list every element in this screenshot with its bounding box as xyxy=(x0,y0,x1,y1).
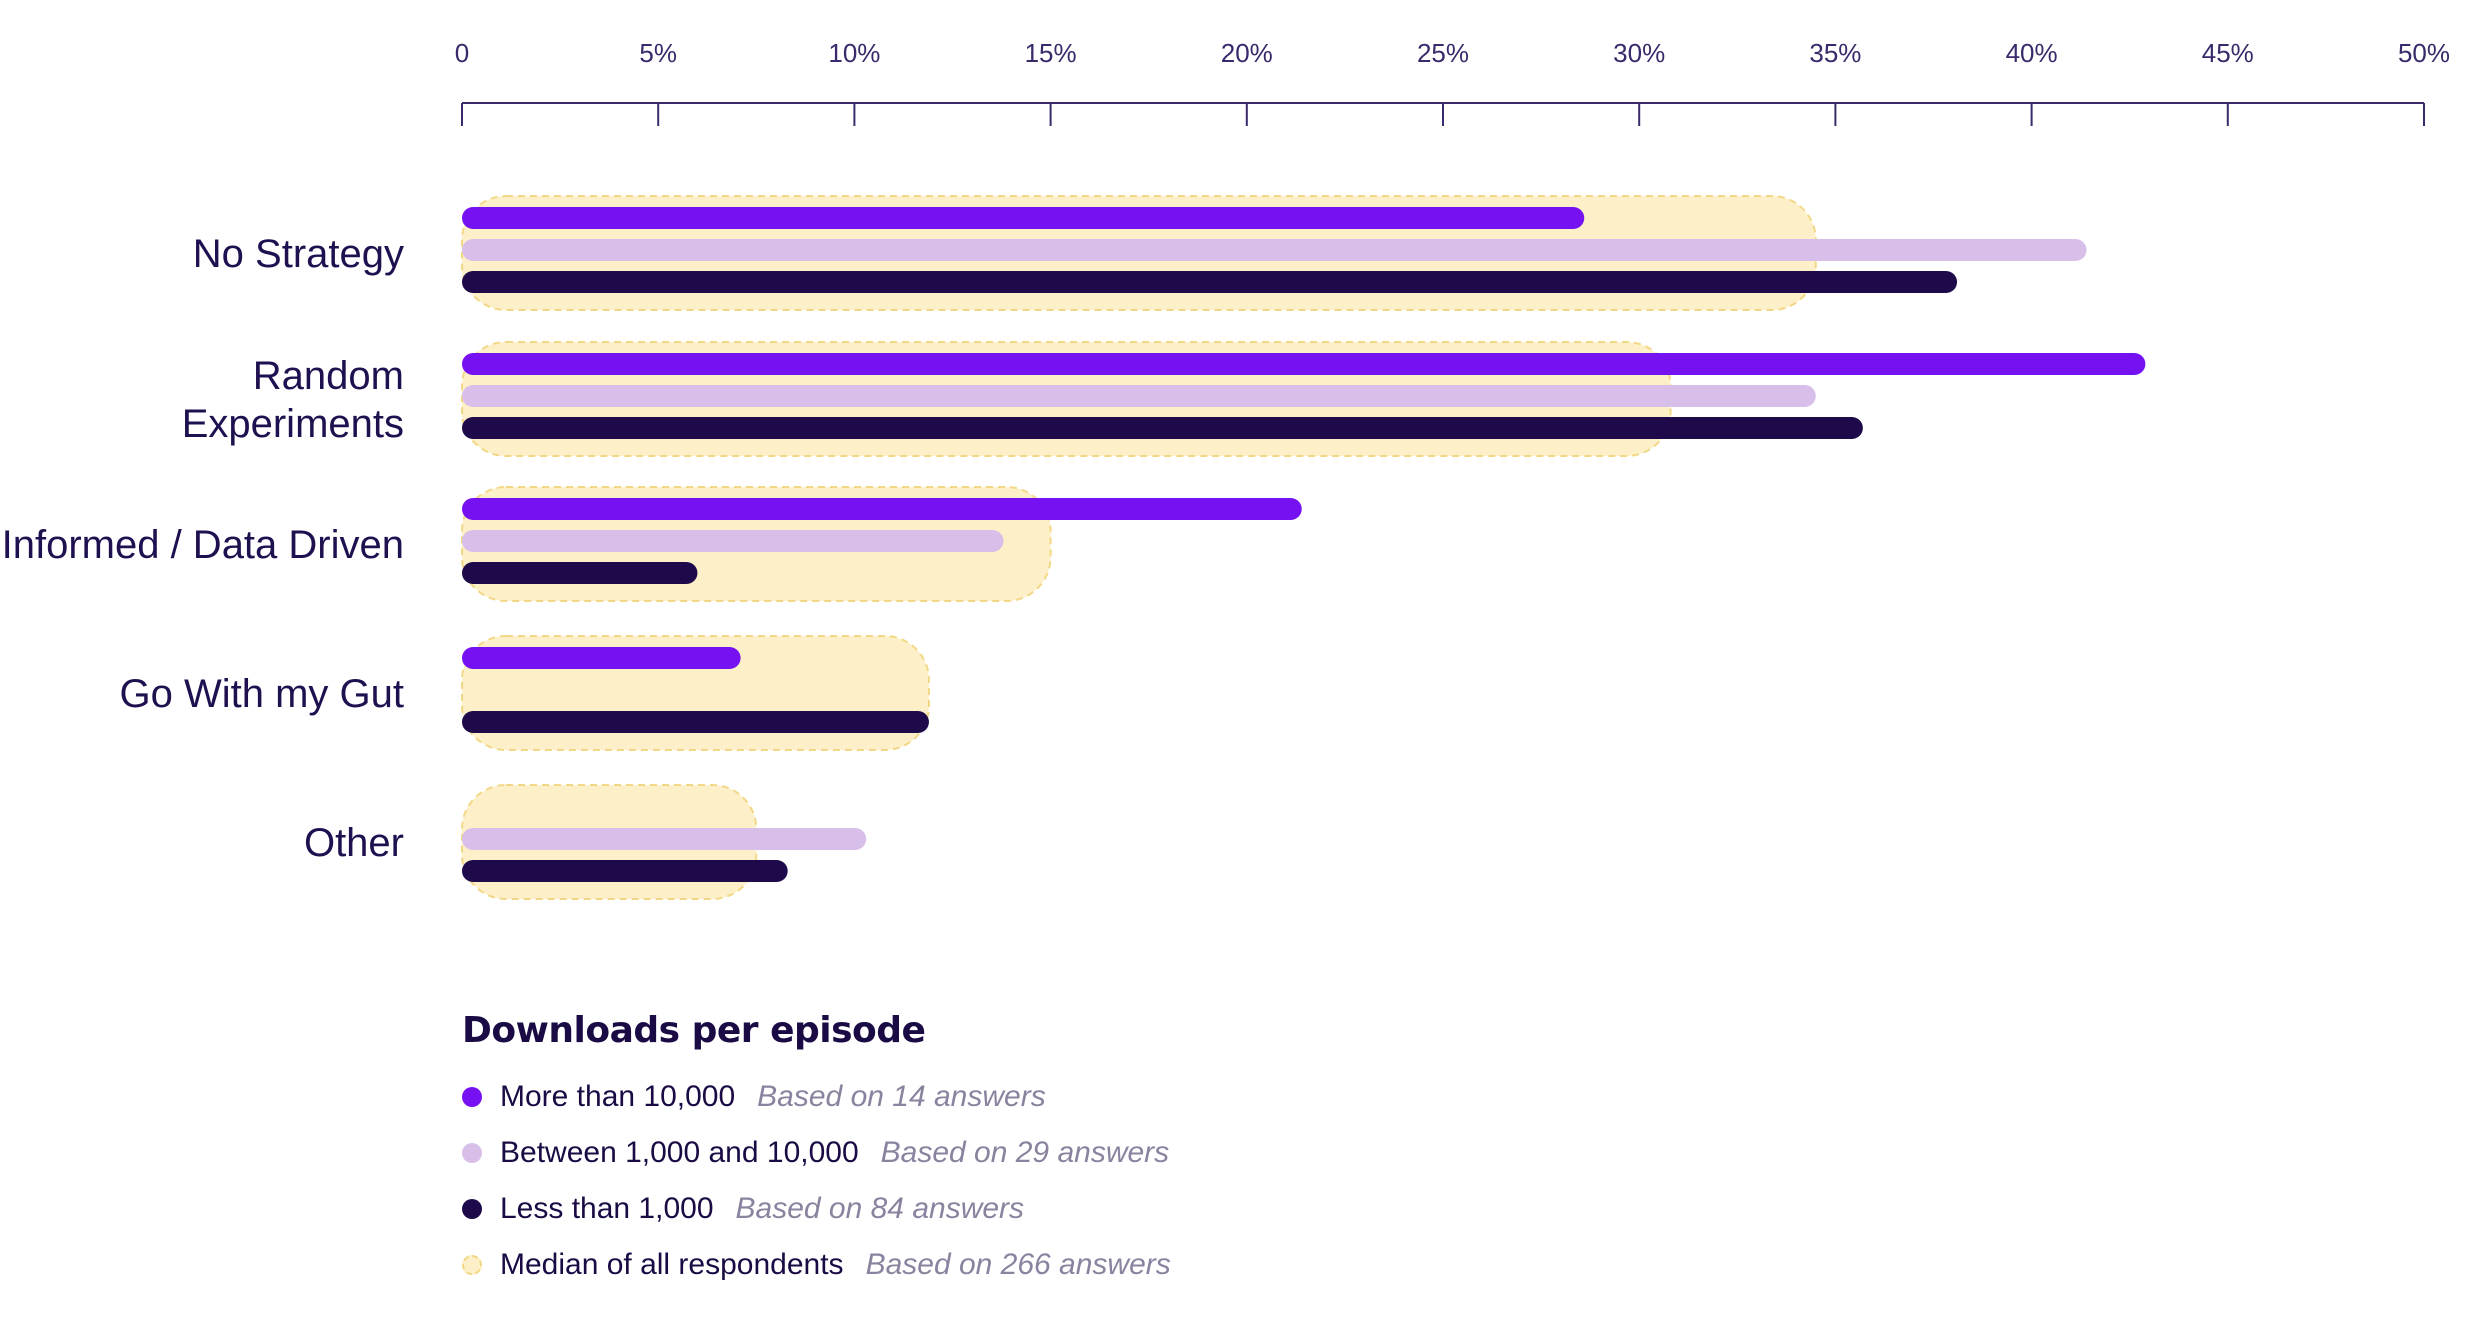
x-tick-label: 15% xyxy=(1025,38,1077,68)
legend-swatch xyxy=(462,1143,482,1163)
legend-note: Based on 29 answers xyxy=(880,1136,1170,1169)
legend-item-more-than-10000: More than 10,000 Based on 14 answers xyxy=(462,1069,1171,1125)
legend-item-between-1000-and-10000: Between 1,000 and 10,000 Based on 29 ans… xyxy=(462,1125,1171,1181)
bar xyxy=(462,530,1004,552)
legend-note: Based on 84 answers xyxy=(735,1192,1025,1225)
x-tick-label: 35% xyxy=(1809,38,1861,68)
legend-label: More than 10,000 xyxy=(500,1080,736,1113)
x-tick-label: 50% xyxy=(2398,38,2450,68)
category-label-line: No Strategy xyxy=(193,232,404,276)
x-tick-label: 0 xyxy=(455,38,469,68)
bar xyxy=(462,385,1816,407)
x-tick-label: 25% xyxy=(1417,38,1469,68)
bar xyxy=(462,860,788,882)
legend-swatch xyxy=(462,1255,482,1275)
category-label-line: Experiments xyxy=(182,402,404,446)
x-tick-label: 30% xyxy=(1613,38,1665,68)
legend-label: Median of all respondents xyxy=(500,1248,844,1281)
legend-label: Less than 1,000 xyxy=(500,1192,714,1225)
legend-swatch xyxy=(462,1199,482,1219)
bar xyxy=(462,239,2087,261)
bar xyxy=(462,271,1958,293)
category-label: Other xyxy=(304,821,404,865)
legend-label: Between 1,000 and 10,000 xyxy=(500,1136,859,1169)
bar xyxy=(462,828,867,850)
bar xyxy=(462,417,1863,439)
bar xyxy=(462,353,2146,375)
category-label-line: Random xyxy=(253,354,404,398)
legend-item-median: Median of all respondents Based on 266 a… xyxy=(462,1237,1171,1293)
category-label-line: Informed / Data Driven xyxy=(2,523,404,567)
bar xyxy=(462,647,741,669)
category-label: Random Experiments xyxy=(182,354,404,446)
bar xyxy=(462,711,929,733)
category-label-line: Go With my Gut xyxy=(120,672,405,716)
x-tick-label: 45% xyxy=(2202,38,2254,68)
category-label: Go With my Gut xyxy=(120,672,405,716)
legend-note: Based on 266 answers xyxy=(865,1248,1171,1281)
category-label-line: Other xyxy=(304,821,404,865)
legend-swatch xyxy=(462,1087,482,1107)
bars xyxy=(462,207,2146,882)
legend-title: Downloads per episode xyxy=(462,1010,926,1051)
legend-item-less-than-1000: Less than 1,000 Based on 84 answers xyxy=(462,1181,1171,1237)
x-tick-label: 20% xyxy=(1221,38,1273,68)
legend-note: Based on 14 answers xyxy=(757,1080,1046,1113)
category-label: Informed / Data Driven xyxy=(2,523,404,567)
bar xyxy=(462,207,1585,229)
x-axis: 0 5% 10% 15% 20% 25% 30% 35% 40% 45% 50% xyxy=(455,38,2450,126)
legend: Downloads per episode More than 10,000 B… xyxy=(462,1010,1171,1293)
x-tick-label: 5% xyxy=(639,38,677,68)
category-labels: No Strategy Random Experiments Informed / D… xyxy=(2,232,404,865)
bar xyxy=(462,562,698,584)
bar xyxy=(462,498,1302,520)
category-label: No Strategy xyxy=(193,232,404,276)
x-tick-label: 10% xyxy=(828,38,880,68)
x-tick-label: 40% xyxy=(2006,38,2058,68)
